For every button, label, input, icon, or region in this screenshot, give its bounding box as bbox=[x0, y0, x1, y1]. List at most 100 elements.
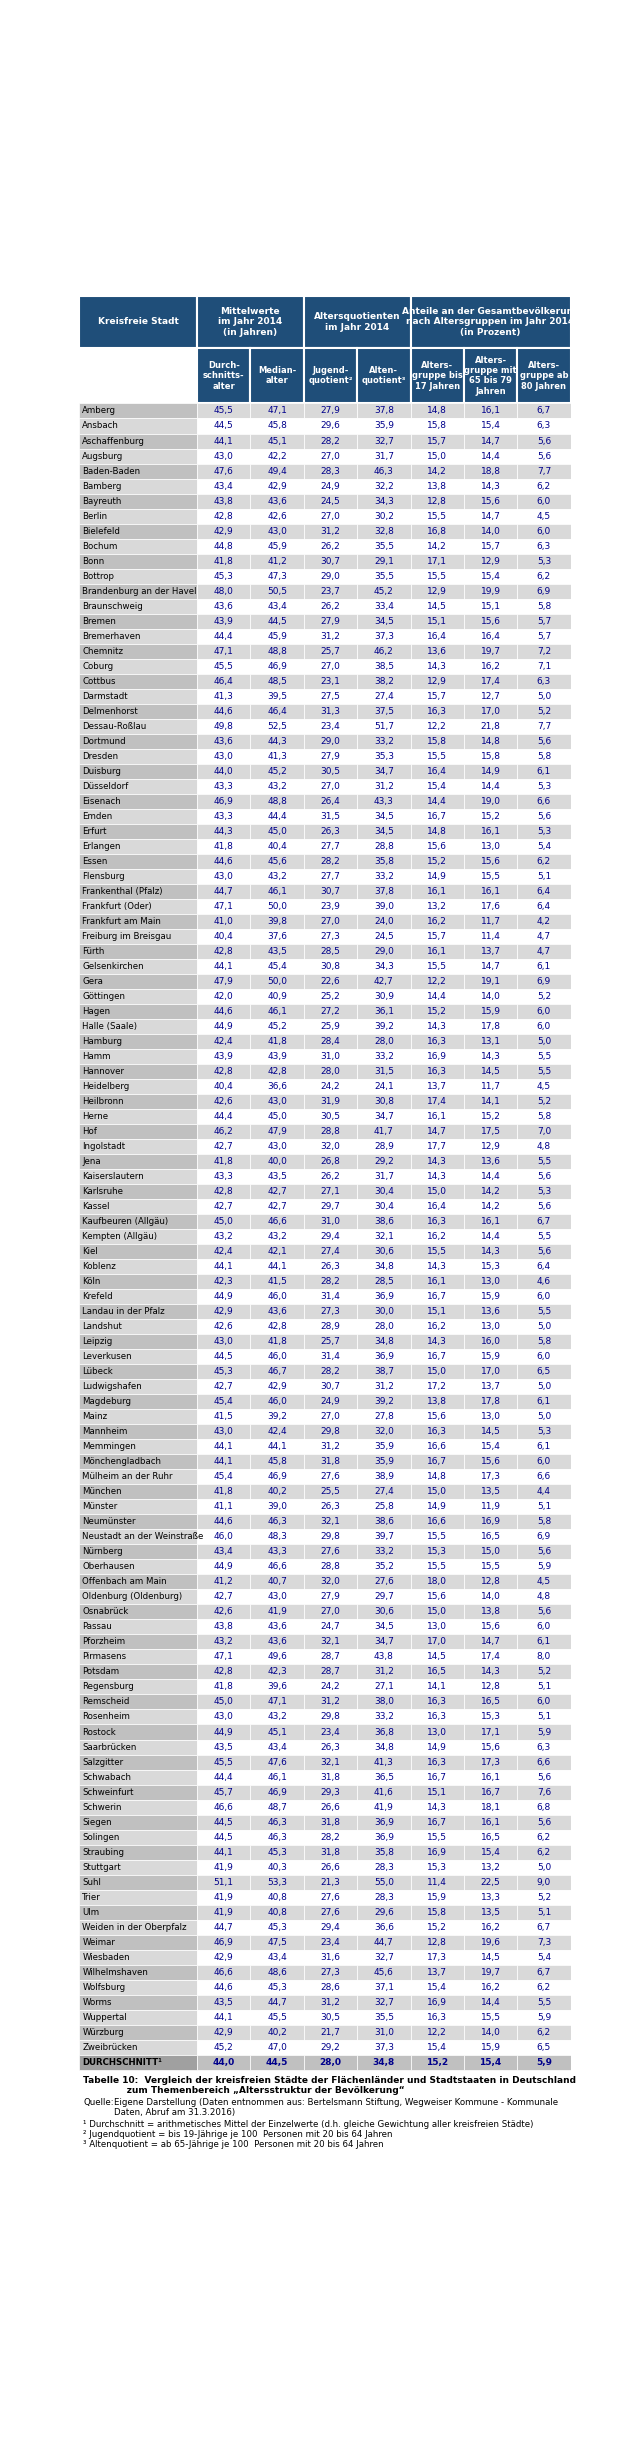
Bar bbox=[517, 1050, 571, 1064]
Bar bbox=[517, 1619, 571, 1634]
Text: 47,3: 47,3 bbox=[267, 572, 287, 582]
Bar bbox=[517, 958, 571, 973]
Bar bbox=[464, 1769, 517, 1784]
Bar bbox=[464, 1648, 517, 1666]
Bar bbox=[464, 584, 517, 599]
Text: Würzburg: Würzburg bbox=[82, 2028, 124, 2038]
Text: 15,4: 15,4 bbox=[481, 1848, 500, 1855]
Text: 4,2: 4,2 bbox=[537, 917, 551, 926]
Bar bbox=[304, 296, 410, 347]
Text: 6,0: 6,0 bbox=[537, 1023, 551, 1030]
Bar bbox=[79, 1634, 197, 1648]
Bar bbox=[357, 569, 410, 584]
Text: Straubing: Straubing bbox=[82, 1848, 124, 1855]
Bar bbox=[410, 1545, 464, 1560]
Bar bbox=[517, 1168, 571, 1185]
Text: 5,0: 5,0 bbox=[537, 1382, 551, 1392]
Text: 43,5: 43,5 bbox=[214, 1998, 234, 2006]
Text: 46,0: 46,0 bbox=[267, 1291, 287, 1301]
Bar bbox=[304, 540, 357, 554]
Bar bbox=[410, 584, 464, 599]
Bar bbox=[357, 764, 410, 779]
Text: 26,2: 26,2 bbox=[321, 601, 340, 611]
Bar bbox=[250, 1409, 304, 1424]
Text: 14,3: 14,3 bbox=[427, 663, 447, 670]
Text: 36,9: 36,9 bbox=[374, 1353, 394, 1360]
Text: Bochum: Bochum bbox=[82, 542, 118, 549]
Bar bbox=[79, 1454, 197, 1469]
Text: 44,1: 44,1 bbox=[214, 1441, 233, 1451]
Bar bbox=[79, 1740, 197, 1754]
Bar bbox=[197, 1725, 250, 1740]
Bar bbox=[250, 614, 304, 628]
Text: 14,3: 14,3 bbox=[427, 1338, 447, 1345]
Text: 16,4: 16,4 bbox=[427, 1202, 447, 1212]
Bar bbox=[79, 614, 197, 628]
Text: 26,6: 26,6 bbox=[321, 1863, 340, 1873]
Text: 39,0: 39,0 bbox=[374, 902, 394, 912]
Text: Wuppertal: Wuppertal bbox=[82, 2013, 127, 2023]
Text: Stuttgart: Stuttgart bbox=[82, 1863, 121, 1873]
Bar bbox=[79, 1799, 197, 1814]
Bar bbox=[517, 1799, 571, 1814]
Bar bbox=[197, 1919, 250, 1934]
Bar bbox=[197, 404, 250, 419]
Text: Nürnberg: Nürnberg bbox=[82, 1547, 123, 1557]
Bar bbox=[197, 599, 250, 614]
Bar bbox=[517, 1274, 571, 1289]
Bar bbox=[79, 463, 197, 478]
Bar bbox=[410, 2011, 464, 2025]
Bar bbox=[304, 1124, 357, 1138]
Bar bbox=[410, 1424, 464, 1439]
Bar bbox=[464, 1740, 517, 1754]
Text: 13,6: 13,6 bbox=[481, 1158, 501, 1165]
Text: 17,0: 17,0 bbox=[481, 707, 501, 715]
Bar bbox=[357, 1846, 410, 1860]
Bar bbox=[410, 1846, 464, 1860]
Text: 16,3: 16,3 bbox=[427, 1037, 447, 1047]
Bar bbox=[79, 1153, 197, 1168]
Text: 12,2: 12,2 bbox=[427, 976, 447, 986]
Text: 9,0: 9,0 bbox=[537, 1878, 551, 1887]
Text: 43,3: 43,3 bbox=[214, 1173, 234, 1180]
Bar bbox=[250, 1454, 304, 1469]
Bar bbox=[79, 749, 197, 764]
Text: Ansbach: Ansbach bbox=[82, 421, 119, 431]
Text: 46,7: 46,7 bbox=[267, 1368, 287, 1377]
Bar bbox=[517, 1996, 571, 2011]
Bar bbox=[79, 1094, 197, 1109]
Bar bbox=[517, 1890, 571, 1905]
Bar bbox=[79, 1769, 197, 1784]
Bar bbox=[517, 1200, 571, 1215]
Bar bbox=[304, 1740, 357, 1754]
Text: Heilbronn: Heilbronn bbox=[82, 1096, 124, 1106]
Text: 16,1: 16,1 bbox=[481, 1772, 501, 1781]
Text: 40,2: 40,2 bbox=[267, 1488, 287, 1496]
Text: 42,6: 42,6 bbox=[214, 1607, 233, 1616]
Text: Pirmasens: Pirmasens bbox=[82, 1653, 126, 1661]
Bar bbox=[197, 808, 250, 823]
Text: 14,2: 14,2 bbox=[481, 1188, 500, 1195]
Bar bbox=[197, 1303, 250, 1318]
Text: 16,5: 16,5 bbox=[481, 1698, 501, 1708]
Bar bbox=[464, 540, 517, 554]
Bar bbox=[464, 1350, 517, 1365]
Bar bbox=[464, 855, 517, 870]
Text: 17,0: 17,0 bbox=[427, 1639, 447, 1646]
Bar bbox=[517, 749, 571, 764]
Bar bbox=[357, 658, 410, 673]
Text: 42,7: 42,7 bbox=[214, 1592, 233, 1602]
Text: 7,0: 7,0 bbox=[537, 1126, 551, 1136]
Text: 44,6: 44,6 bbox=[214, 1518, 233, 1525]
Text: 27,0: 27,0 bbox=[321, 663, 340, 670]
Text: 47,9: 47,9 bbox=[267, 1126, 287, 1136]
Text: Durch-
schnitts-
alter: Durch- schnitts- alter bbox=[203, 360, 245, 392]
Text: Duisburg: Duisburg bbox=[82, 766, 121, 776]
Text: 15,2: 15,2 bbox=[427, 1008, 447, 1015]
Bar bbox=[304, 1259, 357, 1274]
Bar bbox=[304, 1003, 357, 1020]
Text: Frankfurt am Main: Frankfurt am Main bbox=[82, 917, 161, 926]
Text: 28,0: 28,0 bbox=[320, 2057, 342, 2067]
Bar bbox=[410, 643, 464, 658]
Bar bbox=[410, 1934, 464, 1949]
